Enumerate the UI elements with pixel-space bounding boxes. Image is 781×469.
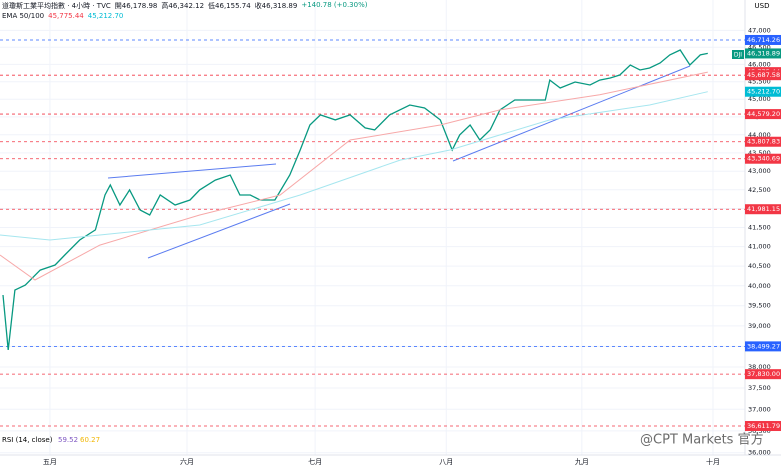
y-tick-label: 40,500 [748, 262, 771, 270]
y-tick-label: 43,500 [748, 149, 771, 157]
currency: USD [755, 2, 770, 10]
level-label-box [745, 136, 781, 147]
y-tick-label: 42,500 [748, 186, 771, 194]
level-label-box [745, 153, 781, 164]
level-label-box [745, 86, 781, 97]
y-tick-label: 36,000 [748, 449, 771, 457]
y-tick-label: 43,000 [748, 167, 771, 175]
y-tick-label: 38,000 [748, 363, 771, 371]
level-label: 45,687.58 [747, 71, 780, 79]
level-label-box [745, 48, 781, 59]
ema-line [0, 91, 708, 241]
ema-line [0, 71, 708, 281]
indicator-value: 45,775.44 [48, 12, 84, 20]
y-tick-label: 46,500 [748, 43, 771, 51]
indicator-line: EMA 50/100 45,775.44 45,212.70 [2, 12, 123, 20]
y-tick-label: 39,000 [748, 322, 771, 330]
level-label-box [745, 34, 781, 45]
level-label-box [745, 70, 781, 81]
level-label: 43,807.83 [747, 138, 780, 146]
x-tick-label: 六月 [180, 457, 194, 466]
level-label: 43,340.69 [747, 155, 780, 163]
watermark: @CPT Markets 官方 [640, 432, 764, 448]
level-label-box [745, 109, 781, 120]
x-tick-label: 七月 [308, 457, 322, 466]
x-tick-label: 八月 [439, 458, 453, 466]
header-line: 道瓊斯工業平均指數 · 4小時 · TVC 開46,178.98 高46,342… [2, 1, 367, 11]
y-tick-label: 45,500 [748, 78, 771, 86]
x-tick-label: 五月 [43, 458, 57, 466]
ohlc: 高46,342.12 [161, 2, 205, 10]
y-tick-label: 47,000 [748, 26, 771, 34]
rsi-label: RSI (14, close) [2, 436, 53, 444]
level-label: 38,499.27 [747, 342, 780, 350]
grid [0, 0, 745, 455]
level-label: 37,830.00 [747, 370, 780, 378]
y-tick-label: 39,500 [748, 302, 771, 310]
y-tick-label: 41,000 [748, 243, 771, 251]
level-label-box [745, 341, 781, 352]
change: +140.78 (+0.30%) [301, 1, 368, 9]
y-tick-label: 44,000 [748, 131, 771, 139]
y-tick-label: 41,500 [748, 223, 771, 231]
rsi-value: 60.27 [80, 436, 100, 444]
indicator: EMA 50/100 [2, 12, 45, 20]
level-label-box [745, 421, 781, 432]
symbol-title: 道瓊斯工業平均指數 · 4小時 · TVC [2, 2, 111, 10]
trend-line [147, 203, 291, 259]
trend-line [107, 163, 277, 179]
trend-line [452, 65, 691, 162]
level-label: 46,714.26 [747, 36, 780, 44]
level-label: 44,579.20 [747, 110, 780, 118]
y-tick-label: 37,500 [748, 384, 771, 392]
level-label: 46,318.89 [747, 49, 780, 57]
y-tick-label: 40,000 [748, 282, 771, 290]
level-label: 41,981.15 [747, 205, 780, 213]
level-label-box [745, 204, 781, 215]
y-tick-label: 37,000 [748, 405, 771, 413]
x-tick-label: 十月 [706, 457, 720, 466]
y-tick-label: 45,000 [748, 95, 771, 103]
x-tick-label: 九月 [575, 457, 589, 466]
symbol-tag: DJI [734, 52, 742, 59]
price-line [2, 49, 708, 350]
level-label: 45,212.70 [747, 88, 780, 96]
level-label: 36,611.79 [747, 422, 780, 430]
ohlc: 收46,318.89 [254, 2, 298, 10]
symbol-tag-box [732, 50, 744, 59]
y-tick-label: 46,000 [748, 60, 771, 68]
rsi-value: 59.52 [58, 436, 78, 444]
level-label-box [745, 369, 781, 380]
indicator-value: 45,212.70 [87, 12, 124, 20]
ohlc: 開46,178.98 [114, 2, 158, 10]
ohlc: 低46,155.74 [208, 2, 251, 10]
